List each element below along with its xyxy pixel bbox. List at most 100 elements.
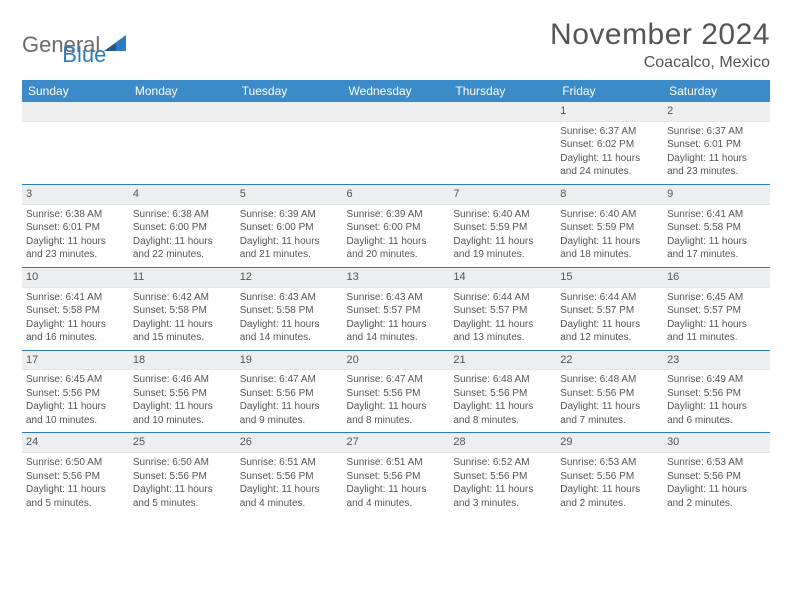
day-cell: 11 Sunrise: 6:42 AMSunset: 5:58 PMDayligh… bbox=[129, 267, 236, 350]
day-content: Sunrise: 6:37 AMSunset: 6:02 PMDaylight:… bbox=[556, 122, 663, 184]
daylight-line: Daylight: 11 hours and 6 minutes. bbox=[667, 400, 766, 427]
daylight-line: Daylight: 11 hours and 9 minutes. bbox=[240, 400, 339, 427]
day-content: Sunrise: 6:48 AMSunset: 5:56 PMDaylight:… bbox=[556, 370, 663, 432]
day-cell: 18Sunrise: 6:46 AMSunset: 5:56 PMDayligh… bbox=[129, 350, 236, 433]
day-header: Sunday bbox=[22, 80, 129, 102]
day-header-row: SundayMondayTuesdayWednesdayThursdayFrid… bbox=[22, 80, 770, 102]
sunrise-line: Sunrise: 6:47 AM bbox=[240, 373, 339, 387]
daylight-line: Daylight: 11 hours and 8 minutes. bbox=[347, 400, 446, 427]
day-cell: 6Sunrise: 6:39 AMSunset: 6:00 PMDaylight… bbox=[343, 184, 450, 267]
day-content: Sunrise: 6:44 AMSunset: 5:57 PMDaylight:… bbox=[449, 288, 556, 350]
day-content-empty bbox=[22, 122, 129, 170]
day-content: Sunrise: 6:53 AMSunset: 5:56 PMDaylight:… bbox=[556, 453, 663, 515]
sunset-line: Sunset: 5:59 PM bbox=[560, 221, 659, 235]
day-number: 19 bbox=[236, 351, 343, 371]
day-cell: 13Sunrise: 6:43 AMSunset: 5:57 PMDayligh… bbox=[343, 267, 450, 350]
week-row: 24Sunrise: 6:50 AMSunset: 5:56 PMDayligh… bbox=[22, 433, 770, 515]
day-content: Sunrise: 6:51 AMSunset: 5:56 PMDaylight:… bbox=[236, 453, 343, 515]
sunset-line: Sunset: 6:00 PM bbox=[133, 221, 232, 235]
day-number: 14 bbox=[449, 268, 556, 288]
day-cell: 22Sunrise: 6:48 AMSunset: 5:56 PMDayligh… bbox=[556, 350, 663, 433]
day-content-empty bbox=[343, 122, 450, 170]
sunrise-line: Sunrise: 6:43 AM bbox=[240, 291, 339, 305]
sunset-line: Sunset: 5:56 PM bbox=[240, 470, 339, 484]
day-content: Sunrise: 6:38 AMSunset: 6:01 PMDaylight:… bbox=[22, 205, 129, 267]
sunset-line: Sunset: 5:57 PM bbox=[453, 304, 552, 318]
header: General Blue November 2024 Coacalco, Mex… bbox=[22, 18, 770, 72]
day-cell: 5Sunrise: 6:39 AMSunset: 6:00 PMDaylight… bbox=[236, 184, 343, 267]
day-content: Sunrise: 6:40 AMSunset: 5:59 PMDaylight:… bbox=[556, 205, 663, 267]
day-number: 11 bbox=[129, 268, 236, 288]
day-header: Friday bbox=[556, 80, 663, 102]
day-number: 24 bbox=[22, 433, 129, 453]
day-cell: 30Sunrise: 6:53 AMSunset: 5:56 PMDayligh… bbox=[663, 433, 770, 515]
sunrise-line: Sunrise: 6:48 AM bbox=[560, 373, 659, 387]
day-cell: 20Sunrise: 6:47 AMSunset: 5:56 PMDayligh… bbox=[343, 350, 450, 433]
sunrise-line: Sunrise: 6:37 AM bbox=[667, 125, 766, 139]
day-cell: 29Sunrise: 6:53 AMSunset: 5:56 PMDayligh… bbox=[556, 433, 663, 515]
daylight-line: Daylight: 11 hours and 18 minutes. bbox=[560, 235, 659, 262]
brand-triangle-icon bbox=[104, 33, 128, 58]
day-content: Sunrise: 6:46 AMSunset: 5:56 PMDaylight:… bbox=[129, 370, 236, 432]
day-number: 6 bbox=[343, 185, 450, 205]
brand-logo: General Blue bbox=[22, 22, 106, 68]
sunset-line: Sunset: 6:00 PM bbox=[347, 221, 446, 235]
daylight-line: Daylight: 11 hours and 2 minutes. bbox=[560, 483, 659, 510]
sunset-line: Sunset: 5:58 PM bbox=[26, 304, 125, 318]
sunrise-line: Sunrise: 6:47 AM bbox=[347, 373, 446, 387]
day-cell bbox=[129, 102, 236, 184]
sunrise-line: Sunrise: 6:43 AM bbox=[347, 291, 446, 305]
sunset-line: Sunset: 5:57 PM bbox=[667, 304, 766, 318]
week-row: 17Sunrise: 6:45 AMSunset: 5:56 PMDayligh… bbox=[22, 350, 770, 433]
day-content: Sunrise: 6:50 AMSunset: 5:56 PMDaylight:… bbox=[129, 453, 236, 515]
sunrise-line: Sunrise: 6:38 AM bbox=[26, 208, 125, 222]
day-cell: 25Sunrise: 6:50 AMSunset: 5:56 PMDayligh… bbox=[129, 433, 236, 515]
sunrise-line: Sunrise: 6:38 AM bbox=[133, 208, 232, 222]
day-content: Sunrise: 6:37 AMSunset: 6:01 PMDaylight:… bbox=[663, 122, 770, 184]
day-number: 12 bbox=[236, 268, 343, 288]
sunrise-line: Sunrise: 6:53 AM bbox=[667, 456, 766, 470]
day-cell bbox=[449, 102, 556, 184]
calendar-table: SundayMondayTuesdayWednesdayThursdayFrid… bbox=[22, 80, 770, 515]
day-cell bbox=[343, 102, 450, 184]
day-number: 13 bbox=[343, 268, 450, 288]
sunset-line: Sunset: 5:56 PM bbox=[240, 387, 339, 401]
daylight-line: Daylight: 11 hours and 4 minutes. bbox=[240, 483, 339, 510]
daylight-line: Daylight: 11 hours and 24 minutes. bbox=[560, 152, 659, 179]
sunset-line: Sunset: 5:59 PM bbox=[453, 221, 552, 235]
day-content: Sunrise: 6:50 AMSunset: 5:56 PMDaylight:… bbox=[22, 453, 129, 515]
day-cell: 7Sunrise: 6:40 AMSunset: 5:59 PMDaylight… bbox=[449, 184, 556, 267]
day-content: Sunrise: 6:52 AMSunset: 5:56 PMDaylight:… bbox=[449, 453, 556, 515]
daylight-line: Daylight: 11 hours and 5 minutes. bbox=[26, 483, 125, 510]
daylight-line: Daylight: 11 hours and 15 minutes. bbox=[133, 318, 232, 345]
day-number: 2 bbox=[663, 102, 770, 122]
daylight-line: Daylight: 11 hours and 23 minutes. bbox=[26, 235, 125, 262]
day-content: Sunrise: 6:51 AMSunset: 5:56 PMDaylight:… bbox=[343, 453, 450, 515]
sunset-line: Sunset: 5:57 PM bbox=[347, 304, 446, 318]
day-cell: 27Sunrise: 6:51 AMSunset: 5:56 PMDayligh… bbox=[343, 433, 450, 515]
brand-blue: Blue bbox=[62, 42, 106, 67]
sunset-line: Sunset: 5:56 PM bbox=[560, 387, 659, 401]
sunset-line: Sunset: 5:58 PM bbox=[133, 304, 232, 318]
day-number: 4 bbox=[129, 185, 236, 205]
daylight-line: Daylight: 11 hours and 12 minutes. bbox=[560, 318, 659, 345]
sunrise-line: Sunrise: 6:48 AM bbox=[453, 373, 552, 387]
sunrise-line: Sunrise: 6:42 AM bbox=[133, 291, 232, 305]
day-number: 18 bbox=[129, 351, 236, 371]
day-number: 22 bbox=[556, 351, 663, 371]
day-content: Sunrise: 6:53 AMSunset: 5:56 PMDaylight:… bbox=[663, 453, 770, 515]
sunset-line: Sunset: 5:56 PM bbox=[347, 387, 446, 401]
day-content: Sunrise: 6:43 AMSunset: 5:57 PMDaylight:… bbox=[343, 288, 450, 350]
daylight-line: Daylight: 11 hours and 22 minutes. bbox=[133, 235, 232, 262]
day-cell: 14Sunrise: 6:44 AMSunset: 5:57 PMDayligh… bbox=[449, 267, 556, 350]
sunrise-line: Sunrise: 6:53 AM bbox=[560, 456, 659, 470]
sunset-line: Sunset: 6:02 PM bbox=[560, 138, 659, 152]
day-content: Sunrise: 6:48 AMSunset: 5:56 PMDaylight:… bbox=[449, 370, 556, 432]
day-number: 25 bbox=[129, 433, 236, 453]
day-cell: 19 Sunrise: 6:47 AMSunset: 5:56 PMDayligh… bbox=[236, 350, 343, 433]
sunset-line: Sunset: 5:56 PM bbox=[667, 470, 766, 484]
sunrise-line: Sunrise: 6:49 AM bbox=[667, 373, 766, 387]
daylight-line: Daylight: 11 hours and 13 minutes. bbox=[453, 318, 552, 345]
month-title: November 2024 bbox=[550, 18, 770, 52]
day-cell: 16Sunrise: 6:45 AMSunset: 5:57 PMDayligh… bbox=[663, 267, 770, 350]
